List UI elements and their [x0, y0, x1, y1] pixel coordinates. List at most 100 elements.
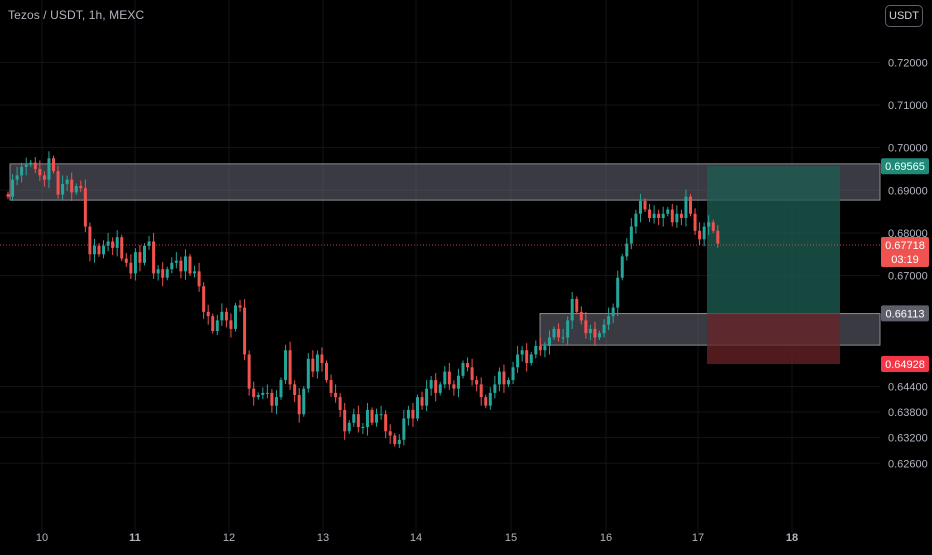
- y-tick-label: 0.71000: [888, 100, 928, 112]
- candle-body: [438, 384, 442, 393]
- x-tick-label: 18: [786, 532, 798, 544]
- candle-body: [234, 305, 237, 329]
- candle-body: [61, 183, 65, 195]
- candle-body: [202, 286, 206, 312]
- x-tick-label: 15: [505, 532, 517, 544]
- candle-body: [493, 384, 497, 393]
- y-tick-label: 0.72000: [888, 57, 928, 69]
- candle-body: [643, 200, 647, 210]
- candle-body: [434, 380, 438, 393]
- candle-body: [352, 414, 356, 423]
- candle-body: [529, 354, 533, 364]
- candle-body: [29, 162, 33, 165]
- candle-body: [365, 409, 369, 428]
- candle-body: [447, 371, 451, 385]
- candle-body: [33, 162, 37, 169]
- candle-body: [511, 367, 515, 381]
- candle-body: [452, 384, 456, 389]
- currency-button[interactable]: USDT: [885, 5, 923, 27]
- candle-body: [384, 414, 388, 432]
- candle-body: [425, 388, 429, 406]
- candle-body: [270, 392, 274, 406]
- candle-body: [243, 307, 247, 355]
- candle-body: [611, 307, 615, 317]
- candle-body: [707, 222, 711, 227]
- candle-body: [302, 388, 306, 415]
- candle-body: [393, 435, 397, 445]
- candle-body: [602, 324, 606, 334]
- candle-body: [11, 179, 15, 197]
- candle-body: [56, 171, 60, 195]
- candle-body: [502, 371, 506, 385]
- y-tick-label: 0.70000: [888, 143, 928, 155]
- candle-body: [338, 397, 342, 410]
- candle-body: [593, 328, 597, 338]
- target-area: [707, 166, 840, 314]
- candle-body: [147, 241, 151, 246]
- candle-body: [47, 158, 51, 180]
- candle-body: [475, 380, 479, 385]
- candle-body: [315, 354, 319, 372]
- candle-body: [652, 213, 656, 219]
- candle-body: [575, 299, 579, 312]
- x-tick-label: 17: [692, 532, 704, 544]
- last-price-tag: 0.67718: [885, 240, 925, 252]
- candle-body: [256, 395, 260, 398]
- stop-area: [707, 313, 840, 364]
- candle-body: [88, 226, 92, 255]
- candle-body: [507, 380, 510, 385]
- y-tick-label: 0.69000: [888, 185, 928, 197]
- candle-body: [297, 395, 301, 415]
- candle-body: [252, 388, 256, 398]
- stop-price-tag: 0.64928: [885, 359, 925, 371]
- candle-body: [497, 371, 501, 385]
- y-tick-label: 0.64400: [888, 381, 928, 393]
- resistance-price-tag: 0.69565: [885, 161, 925, 173]
- candle-body: [625, 243, 629, 257]
- candle-body: [79, 186, 83, 189]
- candle-body: [124, 258, 128, 263]
- candle-body: [579, 311, 583, 321]
- candle-body: [238, 305, 242, 308]
- chart-title: Tezos / USDT, 1h, MEXC: [8, 8, 145, 22]
- candle-body: [429, 380, 433, 389]
- candle-body: [106, 241, 110, 246]
- candle-body: [343, 409, 347, 432]
- candle-body: [215, 320, 219, 332]
- candle-body: [170, 262, 174, 270]
- candle-body: [479, 384, 483, 398]
- x-tick-label: 14: [410, 532, 422, 544]
- y-tick-label: 0.63800: [888, 407, 928, 419]
- candle-body: [284, 350, 288, 381]
- candle-body: [188, 256, 192, 274]
- candle-body: [193, 271, 197, 274]
- candle-body: [661, 213, 665, 219]
- candle-body: [20, 166, 24, 176]
- candle-body: [325, 363, 328, 381]
- support-price-tag-bg: [881, 305, 929, 322]
- candle-body: [24, 164, 28, 167]
- candle-body: [547, 337, 551, 346]
- candle-body: [370, 409, 374, 423]
- candle-body: [684, 196, 688, 219]
- candle-body: [311, 358, 315, 372]
- candle-body: [138, 252, 142, 263]
- candle-body: [97, 245, 101, 255]
- candle-body: [689, 196, 692, 214]
- candle-body: [534, 345, 538, 355]
- candle-body: [411, 409, 415, 419]
- candle-body: [570, 299, 574, 321]
- candle-body: [470, 367, 474, 381]
- stop-price-tag-bg: [881, 355, 929, 372]
- candle-body: [466, 363, 470, 368]
- candle-body: [616, 277, 620, 308]
- candle-body: [620, 256, 624, 278]
- candle-body: [657, 213, 661, 219]
- x-tick-label: 12: [223, 532, 235, 544]
- candle-body: [329, 380, 333, 393]
- candle-body: [211, 316, 215, 332]
- candle-body: [70, 179, 74, 193]
- candle-body: [461, 363, 465, 376]
